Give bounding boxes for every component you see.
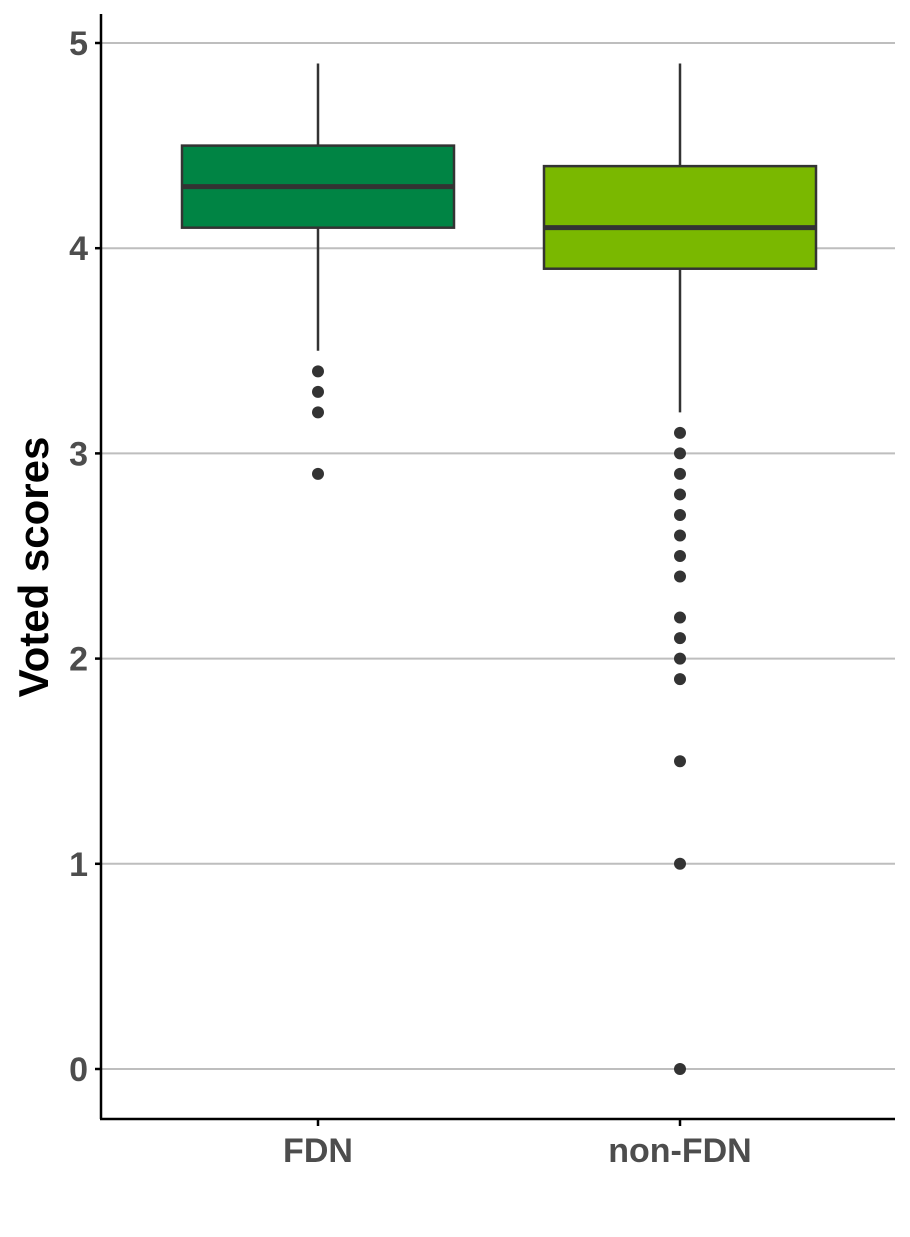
outlier-point-fdn [312, 406, 324, 419]
y-tick-label-1: 1 [69, 846, 88, 884]
outlier-point-fdn [312, 467, 324, 480]
gridlines [101, 42, 895, 1070]
outlier-point-non-fdn [674, 529, 686, 542]
y-tick-label-3: 3 [69, 435, 88, 473]
outlier-point-non-fdn [674, 488, 686, 501]
outlier-point-non-fdn [674, 426, 686, 439]
axes [99, 14, 895, 1121]
box-group-fdn [180, 63, 456, 480]
x-tick-label-fdn: FDN [283, 1132, 353, 1170]
y-tick-label-0: 0 [69, 1051, 88, 1089]
y-axis-title: Voted scores [10, 437, 57, 698]
outlier-point-non-fdn [674, 755, 686, 768]
y-tick-label-2: 2 [69, 641, 88, 679]
outlier-point-non-fdn [674, 857, 686, 870]
box-group-non-fdn [542, 63, 818, 1075]
box-non-fdn [542, 164, 818, 270]
outlier-point-non-fdn [674, 611, 686, 624]
outlier-point-non-fdn [674, 652, 686, 665]
outlier-point-non-fdn [674, 467, 686, 480]
x-tick-label-non-fdn: non-FDN [608, 1132, 752, 1170]
boxes [180, 63, 818, 1075]
outlier-point-non-fdn [674, 447, 686, 460]
outlier-point-fdn [312, 385, 324, 398]
outlier-point-non-fdn [674, 508, 686, 521]
outlier-point-non-fdn [674, 1063, 686, 1075]
outlier-point-fdn [312, 365, 324, 378]
y-tick-labels: 0 1 2 3 4 5 [69, 25, 101, 1089]
outlier-point-non-fdn [674, 673, 686, 686]
y-tick-label-5: 5 [69, 25, 88, 63]
y-tick-label-4: 4 [69, 230, 88, 268]
outlier-point-non-fdn [674, 632, 686, 645]
outlier-point-non-fdn [674, 570, 686, 583]
x-tick-labels: FDN non-FDN [283, 1119, 752, 1170]
outlier-point-non-fdn [674, 550, 686, 562]
